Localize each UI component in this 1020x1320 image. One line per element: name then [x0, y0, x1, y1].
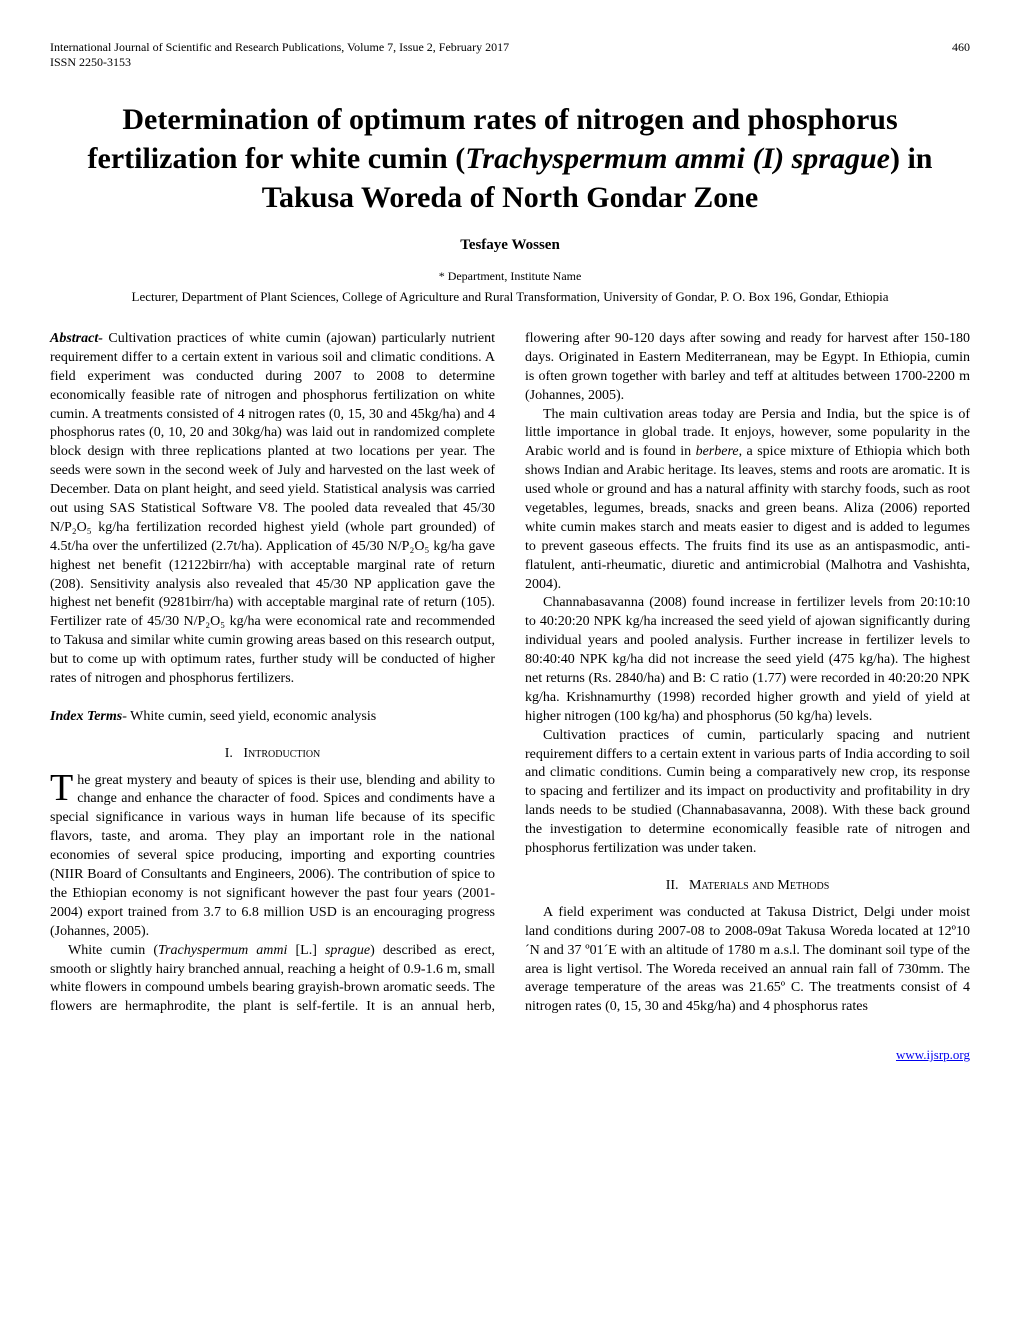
section-heading-introduction: I. Introduction — [50, 745, 495, 764]
paper-title: Determination of optimum rates of nitrog… — [50, 100, 970, 217]
intro-paragraph-3: The main cultivation areas today are Per… — [525, 406, 970, 595]
intro-p3-ital: berbere — [696, 444, 739, 459]
section-heading-methods: II. Materials and Methods — [525, 877, 970, 896]
abstract-text: Cultivation practices of white cumin (aj… — [50, 331, 495, 686]
index-terms-text: - White cumin, seed yield, economic anal… — [122, 709, 376, 724]
intro-paragraph-1: The great mystery and beauty of spices i… — [50, 772, 495, 942]
issn-line: ISSN 2250-3153 — [50, 55, 970, 70]
index-terms-paragraph: Index Terms- White cumin, seed yield, ec… — [50, 708, 495, 727]
affiliation-line: Lecturer, Department of Plant Sciences, … — [50, 289, 970, 305]
intro-paragraph-5: Cultivation practices of cumin, particul… — [525, 727, 970, 859]
title-italic: Trachyspermum ammi (I) sprague — [465, 142, 890, 175]
intro-p2-pre: White cumin ( — [68, 943, 158, 958]
department-line: * Department, Institute Name — [50, 269, 970, 284]
index-terms-label: Index Terms — [50, 709, 122, 724]
abstract-label: Abstract- — [50, 331, 103, 346]
section-number-methods: II. — [666, 878, 679, 893]
intro-paragraph-4: Channabasavanna (2008) found increase in… — [525, 594, 970, 726]
intro-p2-mid: [L.] — [287, 943, 325, 958]
intro-p3-post: , a spice mixture of Ethiopia which both… — [525, 444, 970, 591]
section-title-methods: Materials and Methods — [689, 878, 829, 893]
author-name: Tesfaye Wossen — [50, 237, 970, 254]
intro-p2-ital2: sprague — [325, 943, 370, 958]
page-number: 460 — [952, 40, 970, 55]
intro-p2-ital1: Trachyspermum ammi — [158, 943, 287, 958]
footer-link[interactable]: www.ijsrp.org — [896, 1047, 970, 1062]
section-number: I. — [225, 746, 233, 761]
methods-paragraph-1: A field experiment was conducted at Taku… — [525, 904, 970, 1017]
intro-p1-text: he great mystery and beauty of spices is… — [50, 773, 495, 939]
section-title: Introduction — [243, 746, 320, 761]
dropcap: T — [50, 772, 77, 804]
journal-header: International Journal of Scientific and … — [50, 40, 509, 55]
footer-link-container: www.ijsrp.org — [50, 1047, 970, 1063]
body-columns: Abstract- Cultivation practices of white… — [50, 330, 970, 1017]
abstract-paragraph: Abstract- Cultivation practices of white… — [50, 330, 495, 689]
